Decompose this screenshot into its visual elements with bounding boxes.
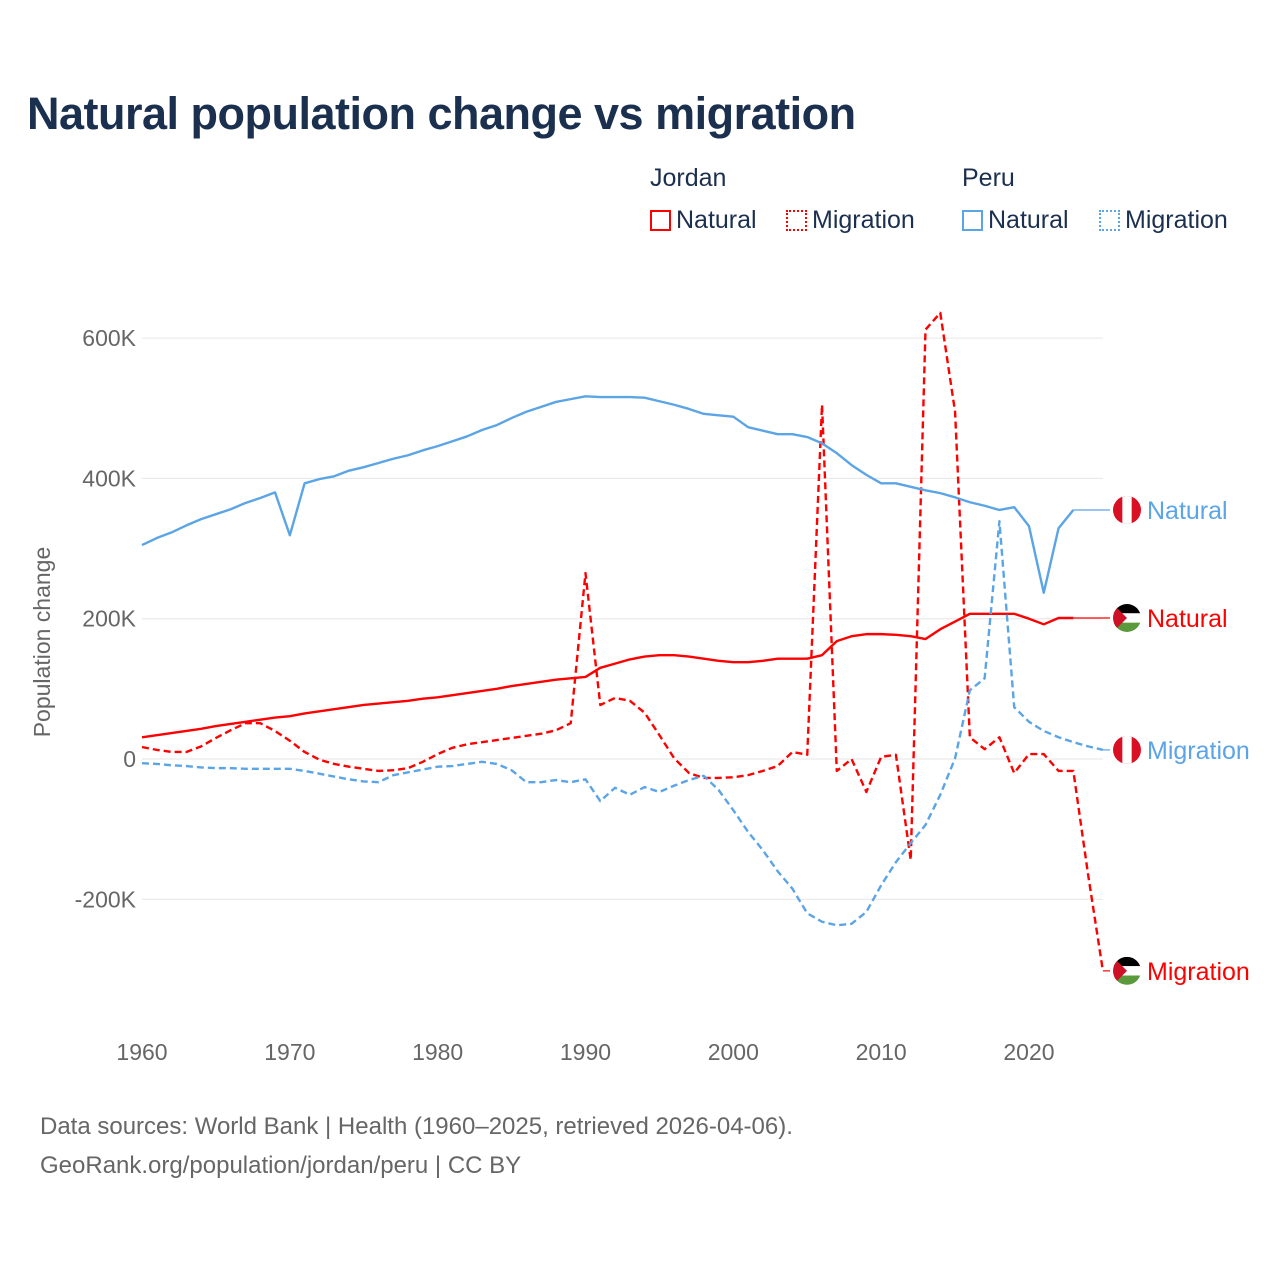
x-tick-label: 1990 bbox=[560, 1039, 611, 1065]
y-tick-label: 600K bbox=[82, 325, 136, 351]
series-line bbox=[141, 519, 1104, 927]
series-end-label: Migration bbox=[1147, 737, 1250, 765]
series-line bbox=[141, 612, 1074, 739]
y-tick-label: 400K bbox=[82, 465, 136, 491]
series-end-label: Natural bbox=[1147, 497, 1228, 525]
flag-white bbox=[1113, 613, 1141, 623]
legend-item-jordan-natural[interactable]: Natural bbox=[650, 206, 757, 235]
flag-black bbox=[1113, 956, 1141, 967]
x-tick-label: 1970 bbox=[264, 1039, 315, 1065]
y-tick-label: -200K bbox=[75, 886, 137, 912]
legend-item-peru-natural[interactable]: Natural bbox=[962, 206, 1069, 235]
series-line bbox=[141, 395, 1075, 594]
legend-swatch-dotted-red bbox=[786, 210, 807, 231]
x-tick-label: 2020 bbox=[1003, 1039, 1054, 1065]
data-source-note: Data sources: World Bank | Health (1960–… bbox=[40, 1113, 793, 1140]
y-axis-label: Population change bbox=[29, 547, 55, 738]
legend-item-jordan-migration[interactable]: Migration bbox=[786, 206, 915, 235]
series-jordan-natural: Natural bbox=[141, 603, 1228, 739]
legend-item-peru-migration[interactable]: Migration bbox=[1099, 206, 1228, 235]
flag-white bbox=[1122, 495, 1132, 524]
legend-label: Migration bbox=[812, 206, 915, 234]
footer: Data sources: World Bank | Health (1960–… bbox=[40, 1107, 793, 1185]
flag-triangle bbox=[1113, 956, 1127, 985]
flag-black bbox=[1113, 603, 1141, 614]
peru-flag-icon bbox=[1113, 495, 1141, 524]
series-end-label: Migration bbox=[1147, 958, 1250, 986]
legend-label: Migration bbox=[1125, 206, 1228, 234]
legend-swatch-solid-red bbox=[650, 210, 671, 231]
attribution-link[interactable]: GeoRank.org/population/jordan/peru | CC … bbox=[40, 1152, 522, 1179]
series-jordan-migration: Migration bbox=[141, 311, 1250, 986]
flag-green bbox=[1113, 622, 1141, 632]
x-tick-label: 2000 bbox=[708, 1039, 759, 1065]
chart-title: Natural population change vs migration bbox=[27, 88, 856, 139]
x-tick-label: 2010 bbox=[856, 1039, 907, 1065]
legend-group-jordan: Jordan bbox=[650, 164, 727, 192]
legend-group-peru: Peru bbox=[962, 164, 1015, 192]
x-tick-label: 1960 bbox=[116, 1039, 167, 1065]
series-line bbox=[141, 311, 1105, 972]
legend-swatch-dotted-blue bbox=[1099, 210, 1120, 231]
x-tick-label: 1980 bbox=[412, 1039, 463, 1065]
series-peru-migration: Migration bbox=[141, 519, 1250, 927]
legend-swatch-solid-blue bbox=[962, 210, 983, 231]
flag-triangle bbox=[1113, 603, 1127, 632]
series-end-label: Natural bbox=[1147, 605, 1228, 633]
flag-white bbox=[1122, 735, 1132, 764]
y-tick-label: 0 bbox=[123, 746, 136, 772]
flag-green bbox=[1113, 975, 1141, 985]
series-peru-natural: Natural bbox=[141, 395, 1228, 594]
jordan-flag-icon bbox=[1113, 603, 1141, 632]
y-tick-label: 200K bbox=[82, 606, 136, 632]
legend-label: Natural bbox=[988, 206, 1069, 234]
jordan-flag-icon bbox=[1113, 956, 1141, 985]
legend-label: Natural bbox=[676, 206, 757, 234]
peru-flag-icon bbox=[1113, 735, 1141, 764]
